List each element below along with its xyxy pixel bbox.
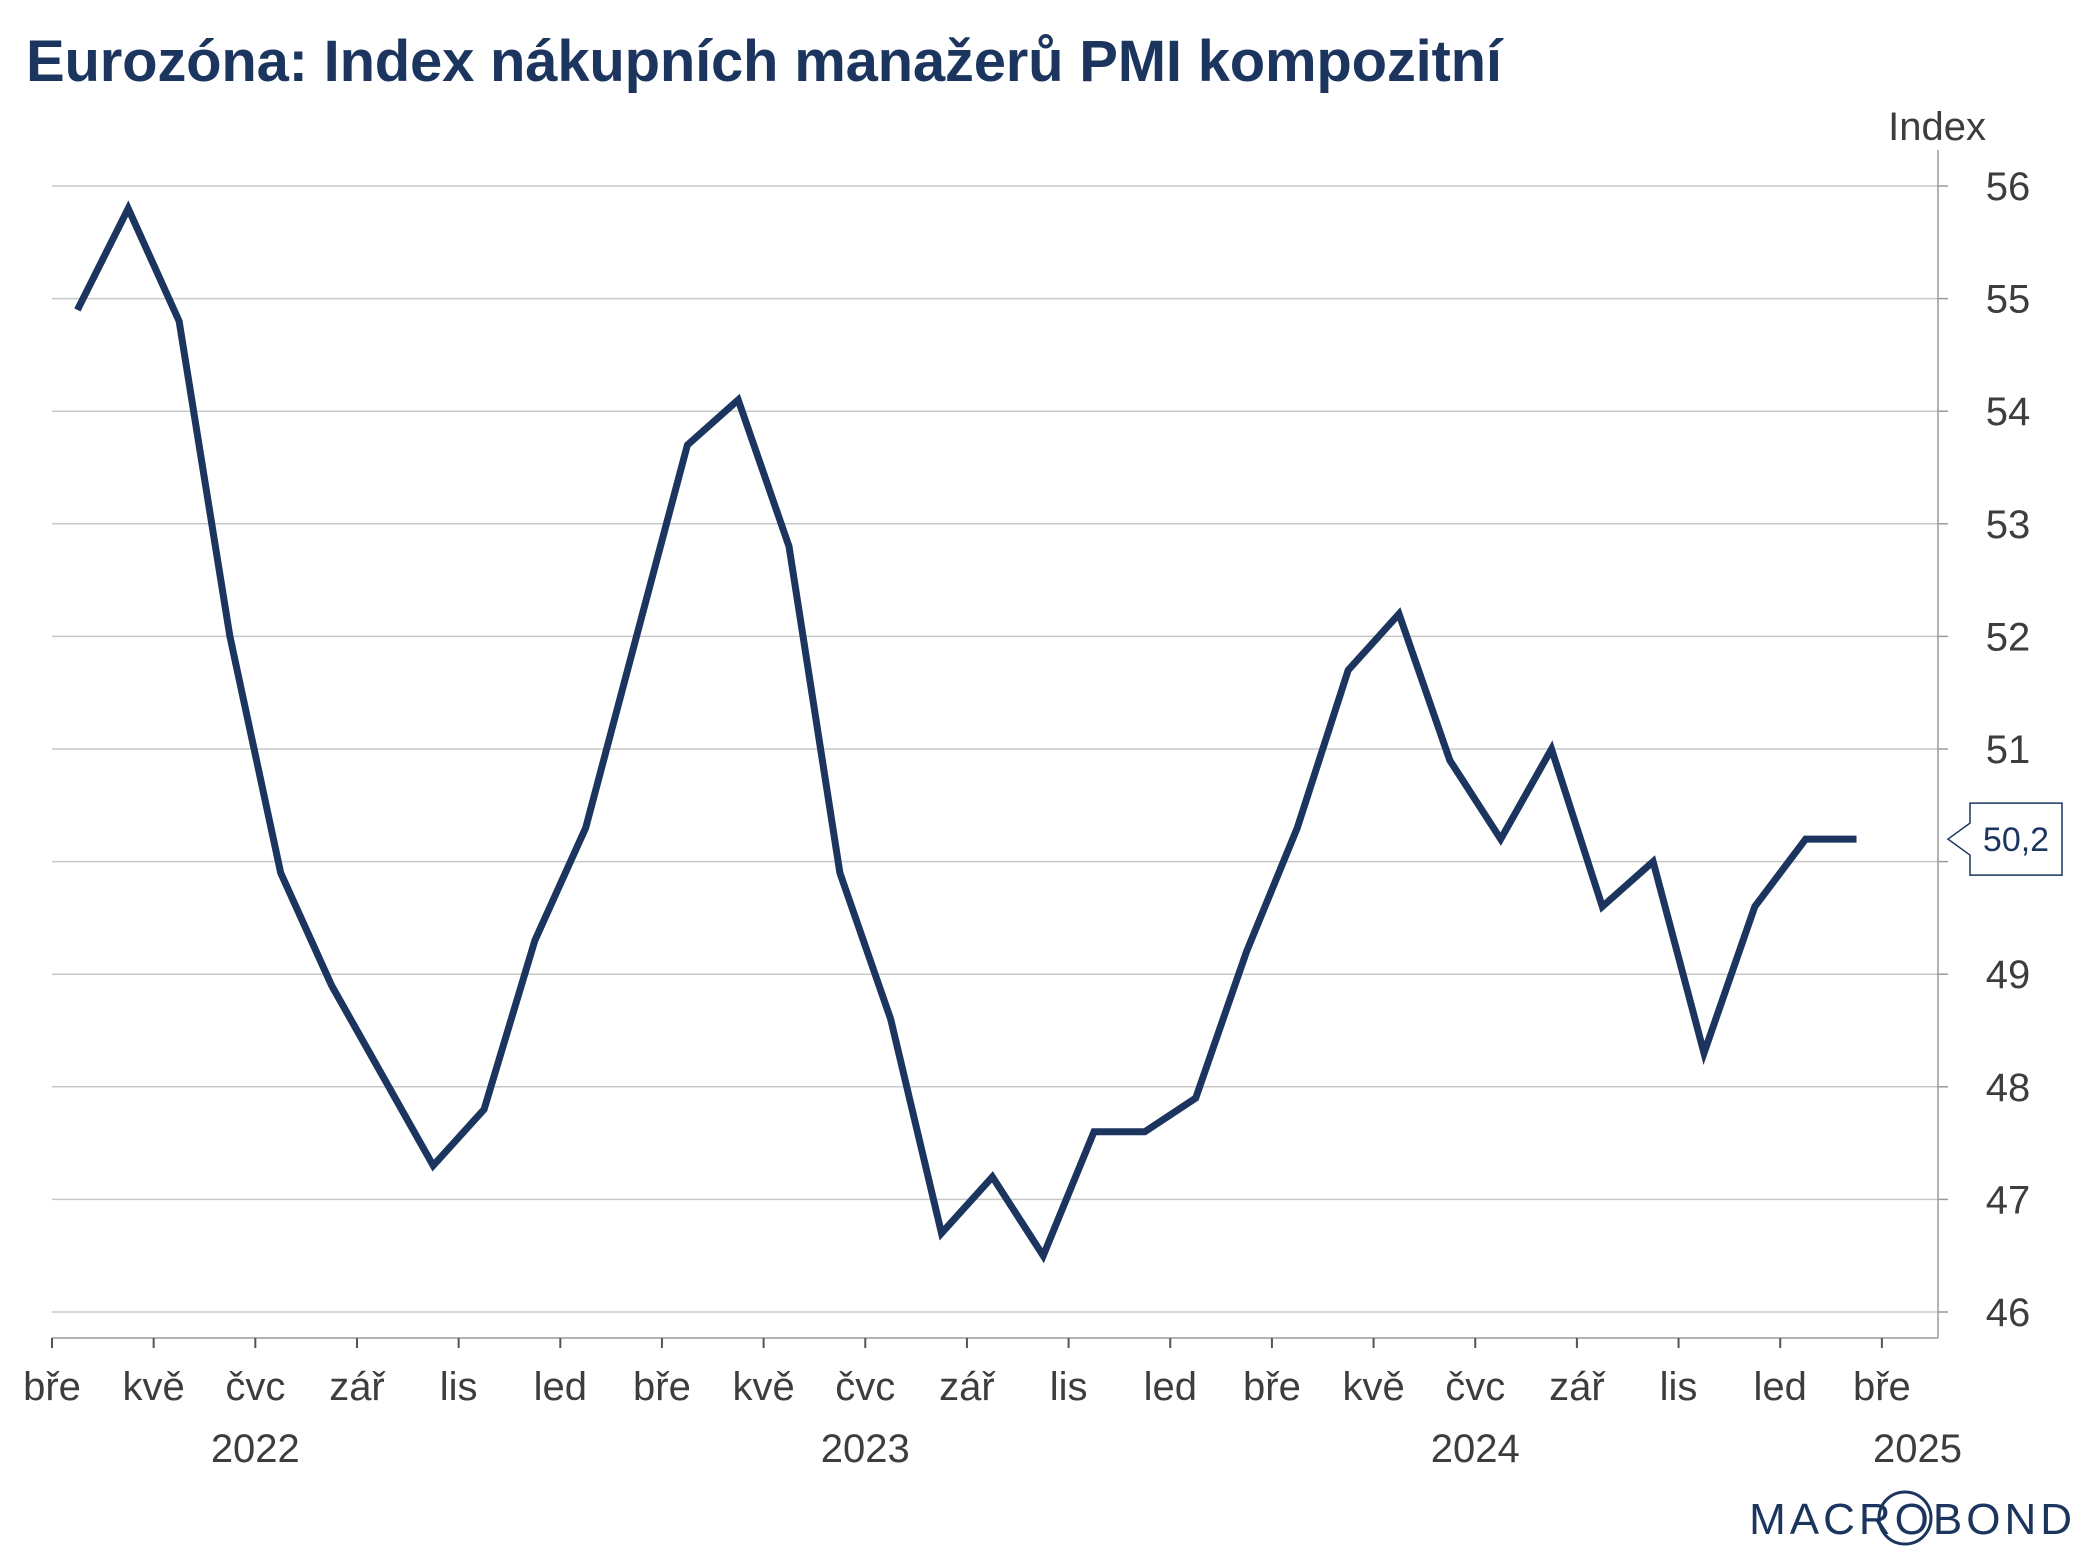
y-tick-label: 51 — [1986, 728, 2031, 772]
last-value-callout: 50,2 — [1946, 802, 2063, 876]
x-tick-label: lis — [440, 1365, 478, 1409]
x-year-label: 2023 — [821, 1427, 910, 1471]
callout-box — [1946, 802, 2063, 876]
x-tick-label: led — [534, 1365, 587, 1409]
y-axis-unit-label: Index — [1888, 105, 1986, 149]
x-year-label: 2024 — [1431, 1427, 1520, 1471]
x-tick-label: lis — [1050, 1365, 1088, 1409]
x-tick-label: čvc — [225, 1365, 285, 1409]
chart-title: Eurozóna: Index nákupních manažerů PMI k… — [26, 29, 1502, 94]
axes — [52, 150, 1939, 1339]
y-tick-label: 46 — [1986, 1291, 2031, 1335]
y-axis-ticks: 46 47 48 49 51 52 53 54 55 56 — [1938, 165, 2030, 1335]
y-tick-label: 56 — [1986, 165, 2031, 209]
y-tick-label: 49 — [1986, 953, 2031, 997]
last-value-label: 50,2 — [1983, 821, 2049, 859]
y-tick-label: 47 — [1986, 1178, 2031, 1222]
x-tick-label: bře — [1243, 1365, 1301, 1409]
x-tick-label: zář — [329, 1365, 386, 1409]
x-tick-label: kvě — [732, 1365, 794, 1409]
x-tick-label: bře — [23, 1365, 81, 1409]
y-tick-label: 54 — [1986, 390, 2031, 434]
x-year-label: 2025 — [1873, 1427, 1962, 1471]
x-tick-label: led — [1144, 1365, 1197, 1409]
series-line — [74, 200, 1857, 1264]
x-tick-label: led — [1754, 1365, 1807, 1409]
logo-text: MACROBOND — [1749, 1495, 2076, 1544]
logo-ring — [1877, 1490, 1933, 1546]
macrobond-logo: MACROBOND — [1749, 1490, 2076, 1546]
gridlines — [52, 185, 1938, 1313]
x-tick-label: lis — [1660, 1365, 1698, 1409]
y-tick-label: 48 — [1986, 1066, 2031, 1110]
x-tick-label: zář — [939, 1365, 996, 1409]
y-tick-label: 53 — [1986, 503, 2031, 547]
y-tick-label: 55 — [1986, 278, 2031, 322]
x-year-label: 2022 — [211, 1427, 300, 1471]
x-tick-label: čvc — [1445, 1365, 1505, 1409]
x-tick-label: zář — [1549, 1365, 1606, 1409]
x-axis-ticks: bře kvě čvc zář lis led bře kvě čvc zář lis led bře k… — [23, 1338, 1962, 1471]
y-tick-label: 52 — [1986, 615, 2031, 659]
series-layer — [74, 200, 1857, 1264]
x-tick-label: čvc — [835, 1365, 895, 1409]
x-tick-label: bře — [633, 1365, 691, 1409]
x-tick-label: kvě — [123, 1365, 185, 1409]
x-tick-label: bře — [1853, 1365, 1911, 1409]
x-tick-label: kvě — [1342, 1365, 1404, 1409]
